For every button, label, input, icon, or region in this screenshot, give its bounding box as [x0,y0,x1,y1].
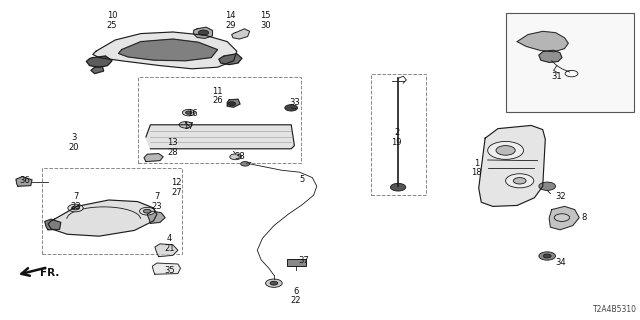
Polygon shape [232,29,250,39]
Circle shape [543,254,551,258]
Polygon shape [479,125,545,206]
Polygon shape [147,211,165,223]
Bar [138,77,301,163]
Polygon shape [539,50,562,62]
Circle shape [72,206,79,210]
Circle shape [539,252,556,260]
Circle shape [241,162,250,166]
Circle shape [228,102,236,106]
Text: 37: 37 [299,256,309,265]
Circle shape [182,109,195,116]
Text: 17: 17 [184,122,194,131]
Circle shape [506,174,534,188]
Text: 8: 8 [582,213,587,222]
Text: 7
23: 7 23 [152,192,162,211]
Circle shape [285,105,298,111]
Circle shape [513,178,526,184]
Circle shape [539,182,556,190]
Polygon shape [86,56,112,67]
Polygon shape [91,67,104,74]
Text: 10
25: 10 25 [107,12,117,30]
Polygon shape [93,32,237,69]
Circle shape [140,207,155,215]
Bar [371,74,426,195]
Text: 4
21: 4 21 [164,234,175,252]
Text: 16: 16 [187,109,197,118]
Polygon shape [48,200,157,236]
Bar [506,13,634,112]
Text: 34: 34 [556,258,566,267]
Text: 35: 35 [164,266,175,275]
Text: 3
20: 3 20 [68,133,79,152]
Circle shape [230,154,241,160]
Polygon shape [517,31,568,52]
Text: FR.: FR. [40,268,59,278]
Text: 1
18: 1 18 [472,159,482,177]
Bar [42,168,182,254]
Circle shape [143,209,151,213]
Text: 33: 33 [289,98,300,107]
Text: 5: 5 [300,175,305,184]
Polygon shape [152,263,180,274]
Text: T2A4B5310: T2A4B5310 [593,305,637,314]
Polygon shape [146,125,294,149]
Polygon shape [193,27,212,38]
Text: 15
30: 15 30 [260,12,271,30]
Text: 36: 36 [19,176,29,185]
Polygon shape [549,206,579,230]
Circle shape [266,279,282,287]
Polygon shape [16,177,32,186]
Text: 14
29: 14 29 [225,12,236,30]
Polygon shape [45,219,61,230]
Polygon shape [219,54,242,65]
Circle shape [488,141,524,159]
Circle shape [270,281,278,285]
Polygon shape [144,154,163,162]
Text: 11
26: 11 26 [212,87,223,105]
Polygon shape [227,99,240,107]
Text: 12
27: 12 27 [172,178,182,196]
Circle shape [186,111,192,114]
Text: 38: 38 [235,152,245,161]
Circle shape [390,183,406,191]
Text: 31: 31 [552,72,562,81]
Text: 2
19: 2 19 [392,128,402,147]
Polygon shape [155,244,178,257]
Circle shape [496,146,515,155]
Circle shape [68,204,83,212]
Circle shape [179,122,192,128]
Text: 13
28: 13 28 [168,138,178,156]
Text: 6
22: 6 22 [291,287,301,305]
Circle shape [198,30,209,35]
Circle shape [554,214,570,221]
Polygon shape [118,39,218,61]
Text: 7
23: 7 23 [70,192,81,211]
Text: 32: 32 [556,192,566,201]
Bar [287,259,306,266]
